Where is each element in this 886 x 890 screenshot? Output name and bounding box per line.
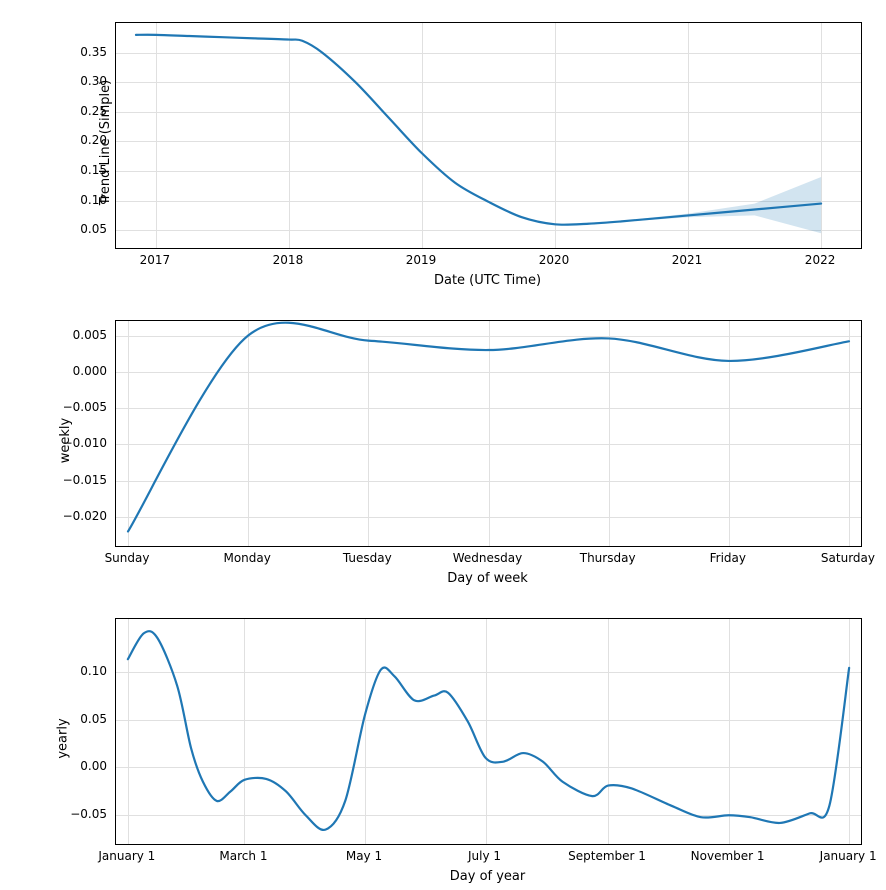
- x-tick-label: 2017: [140, 253, 171, 267]
- x-axis-label: Date (UTC Time): [434, 273, 541, 288]
- x-tick-label: Tuesday: [343, 551, 392, 565]
- y-tick-label: 0.00: [80, 759, 107, 773]
- x-tick-label: 2019: [406, 253, 437, 267]
- series-line: [128, 631, 849, 830]
- x-axis-label: Day of year: [450, 869, 525, 884]
- y-tick-label: 0.10: [80, 664, 107, 678]
- y-tick-label: −0.05: [70, 807, 107, 821]
- y-tick-label: 0.05: [80, 712, 107, 726]
- plot-svg: [116, 321, 861, 546]
- y-tick-label: −0.005: [63, 400, 107, 414]
- x-tick-label: May 1: [346, 849, 382, 863]
- y-axis-label: weekly: [58, 417, 73, 462]
- x-tick-label: September 1: [568, 849, 646, 863]
- x-tick-label: January 1: [98, 849, 155, 863]
- y-tick-label: 0.000: [73, 364, 107, 378]
- figure: 2017201820192020202120220.050.100.150.20…: [0, 0, 886, 890]
- x-tick-label: July 1: [468, 849, 501, 863]
- x-tick-label: Sunday: [105, 551, 150, 565]
- subplot-trend: [115, 22, 862, 249]
- y-tick-label: −0.020: [63, 509, 107, 523]
- x-axis-label: Day of week: [447, 571, 528, 586]
- y-tick-label: 0.05: [80, 222, 107, 236]
- x-tick-label: Thursday: [580, 551, 636, 565]
- uncertainty-band: [555, 177, 821, 233]
- x-tick-label: January 1: [820, 849, 877, 863]
- x-tick-label: Wednesday: [453, 551, 522, 565]
- x-tick-label: 2020: [539, 253, 570, 267]
- plot-svg: [116, 619, 861, 844]
- x-tick-label: Friday: [710, 551, 746, 565]
- x-tick-label: March 1: [219, 849, 267, 863]
- series-line: [136, 35, 821, 225]
- subplot-yearly: [115, 618, 862, 845]
- y-tick-label: −0.015: [63, 473, 107, 487]
- y-axis-label: Trend Line (Simple): [98, 79, 113, 204]
- y-axis-label: yearly: [56, 718, 71, 758]
- x-tick-label: 2018: [273, 253, 304, 267]
- x-tick-label: November 1: [691, 849, 765, 863]
- subplot-weekly: [115, 320, 862, 547]
- plot-svg: [116, 23, 861, 248]
- x-tick-label: 2022: [805, 253, 836, 267]
- y-tick-label: 0.35: [80, 45, 107, 59]
- x-tick-label: Saturday: [821, 551, 875, 565]
- series-line: [128, 323, 849, 532]
- x-tick-label: 2021: [672, 253, 703, 267]
- y-tick-label: 0.005: [73, 328, 107, 342]
- x-tick-label: Monday: [223, 551, 270, 565]
